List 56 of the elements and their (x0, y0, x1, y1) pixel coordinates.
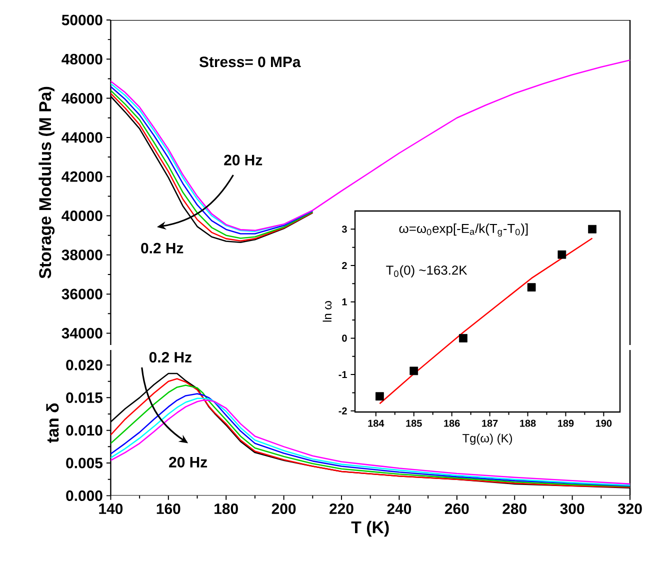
y-tick-label: 0.020 (66, 360, 102, 370)
y-tick-label: 0.000 (66, 490, 102, 501)
x-tick-label: 220 (330, 503, 354, 514)
y-tick-label: 0 (342, 334, 347, 342)
y-tick-label: -2 (338, 407, 347, 414)
annotation: T$_{0}$(0) ~163.2K (386, 265, 468, 278)
x-axis-title: Tg(ω) (K) (462, 434, 512, 445)
x-tick-label: 240 (387, 503, 412, 514)
point (558, 250, 566, 259)
y-tick-label: 44000 (62, 132, 102, 143)
x-tick-label: 190 (596, 420, 612, 427)
y-tick-label: 0.010 (66, 425, 102, 436)
y-tick-label: 0.015 (66, 392, 103, 403)
x-axis-title: T (K) (351, 520, 389, 537)
y-tick-label: 2 (342, 262, 347, 269)
x-tick-label: 260 (444, 503, 469, 514)
x-tick-label: 140 (99, 503, 123, 514)
text: ω=ω$_{0}$exp[-E$_{a}$/k(T$_{g}$-T$_{0}$)] (399, 224, 528, 237)
annotation: 20 Hz (224, 154, 262, 166)
x-tick-label: 185 (406, 420, 422, 427)
y-axis-title: ln ω (322, 301, 332, 322)
x-tick-label: 320 (618, 503, 642, 514)
y-tick-label: 38000 (62, 250, 102, 260)
x-tick-label: 189 (558, 420, 574, 427)
x-tick-label: 186 (444, 420, 460, 427)
y-tick-label: -1 (338, 371, 347, 378)
y-tick-label: 0.005 (66, 458, 103, 468)
x-tick-label: 187 (482, 420, 498, 427)
point (376, 392, 384, 401)
x-tick-label: 180 (214, 503, 238, 514)
x-tick-label: 160 (156, 503, 180, 514)
point (527, 283, 536, 292)
y-axis-title: tan δ (46, 403, 59, 443)
y-tick-label: 48000 (62, 54, 102, 64)
point (459, 334, 468, 342)
y-tick-label: 46000 (62, 93, 102, 104)
x-tick-label: 184 (368, 420, 384, 427)
y-tick-label: 34000 (62, 328, 102, 339)
x-tick-label: 188 (520, 420, 536, 427)
y-tick-label: 1 (342, 298, 347, 306)
annotation: Stress= 0 MPa (199, 56, 301, 68)
point (588, 224, 596, 234)
annotation: 20 Hz (169, 456, 208, 468)
y-tick-label: 42000 (62, 171, 102, 182)
annotation: 0.2 Hz (149, 352, 192, 363)
y-axis-title: Storage Modulus (M Pa) (38, 86, 55, 278)
point (410, 366, 418, 376)
line-series (379, 238, 593, 404)
y-tick-label: 40000 (62, 210, 102, 222)
x-tick-label: 300 (560, 503, 584, 514)
y-tick-label: 36000 (62, 288, 102, 300)
x-tick-label: 280 (502, 503, 526, 514)
annotation: 0.2 Hz (141, 242, 184, 254)
y-tick-label: 3 (342, 226, 347, 233)
x-tick-label: 200 (272, 503, 296, 514)
y-tick-label: 50000 (62, 14, 102, 26)
